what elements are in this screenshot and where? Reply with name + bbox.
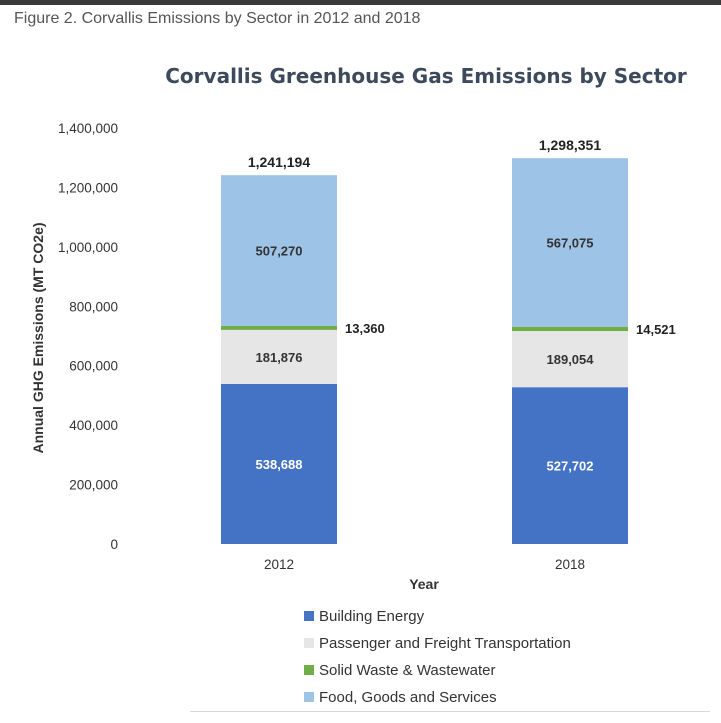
segment-value-label: 567,075	[547, 235, 594, 250]
bar-segment	[512, 158, 628, 327]
y-tick-label: 1,000,000	[58, 240, 118, 255]
bar-segment	[221, 175, 337, 326]
x-category-label: 2018	[555, 557, 585, 572]
bottom-divider	[190, 711, 710, 712]
y-tick-label: 600,000	[69, 359, 118, 374]
x-axis-title: Year	[409, 576, 439, 592]
y-tick-label: 0	[110, 537, 118, 552]
bar-segment	[221, 329, 337, 384]
x-category-label: 2012	[264, 557, 294, 572]
y-tick-label: 800,000	[69, 299, 118, 314]
y-tick-label: 200,000	[69, 478, 118, 493]
legend-label: Solid Waste & Wastewater	[319, 662, 495, 679]
segment-value-label: 13,360	[345, 321, 385, 336]
y-tick-label: 1,200,000	[58, 180, 118, 195]
chart-title: Corvallis Greenhouse Gas Emissions by Se…	[165, 64, 687, 88]
legend-label: Passenger and Freight Transportation	[319, 635, 571, 652]
segment-value-label: 538,688	[256, 457, 303, 472]
top-border	[0, 0, 721, 5]
bar-segment	[512, 387, 628, 544]
legend-label: Food, Goods and Services	[319, 689, 497, 706]
y-axis-title: Annual GHG Emissions (MT CO2e)	[30, 222, 46, 453]
segment-value-label: 527,702	[547, 459, 594, 474]
bar-segment	[512, 331, 628, 388]
segment-value-label: 189,054	[547, 352, 595, 367]
figure-caption: Figure 2. Corvallis Emissions by Sector …	[14, 10, 421, 27]
y-tick-label: 400,000	[69, 418, 118, 433]
segment-value-label: 181,876	[256, 350, 303, 365]
y-tick-label: 1,400,000	[58, 121, 118, 136]
segment-value-label: 14,521	[636, 322, 676, 337]
total-value-label: 1,241,194	[248, 154, 310, 170]
bar-segment	[221, 325, 337, 330]
segment-value-label: 507,270	[256, 244, 303, 259]
legend-swatch	[304, 665, 314, 675]
legend-swatch	[304, 692, 314, 702]
bar-segment	[512, 326, 628, 332]
total-value-label: 1,298,351	[539, 137, 601, 153]
legend-swatch	[304, 638, 314, 648]
bar-segment	[221, 383, 337, 544]
legend-label: Building Energy	[319, 608, 425, 625]
legend-swatch	[304, 611, 314, 621]
